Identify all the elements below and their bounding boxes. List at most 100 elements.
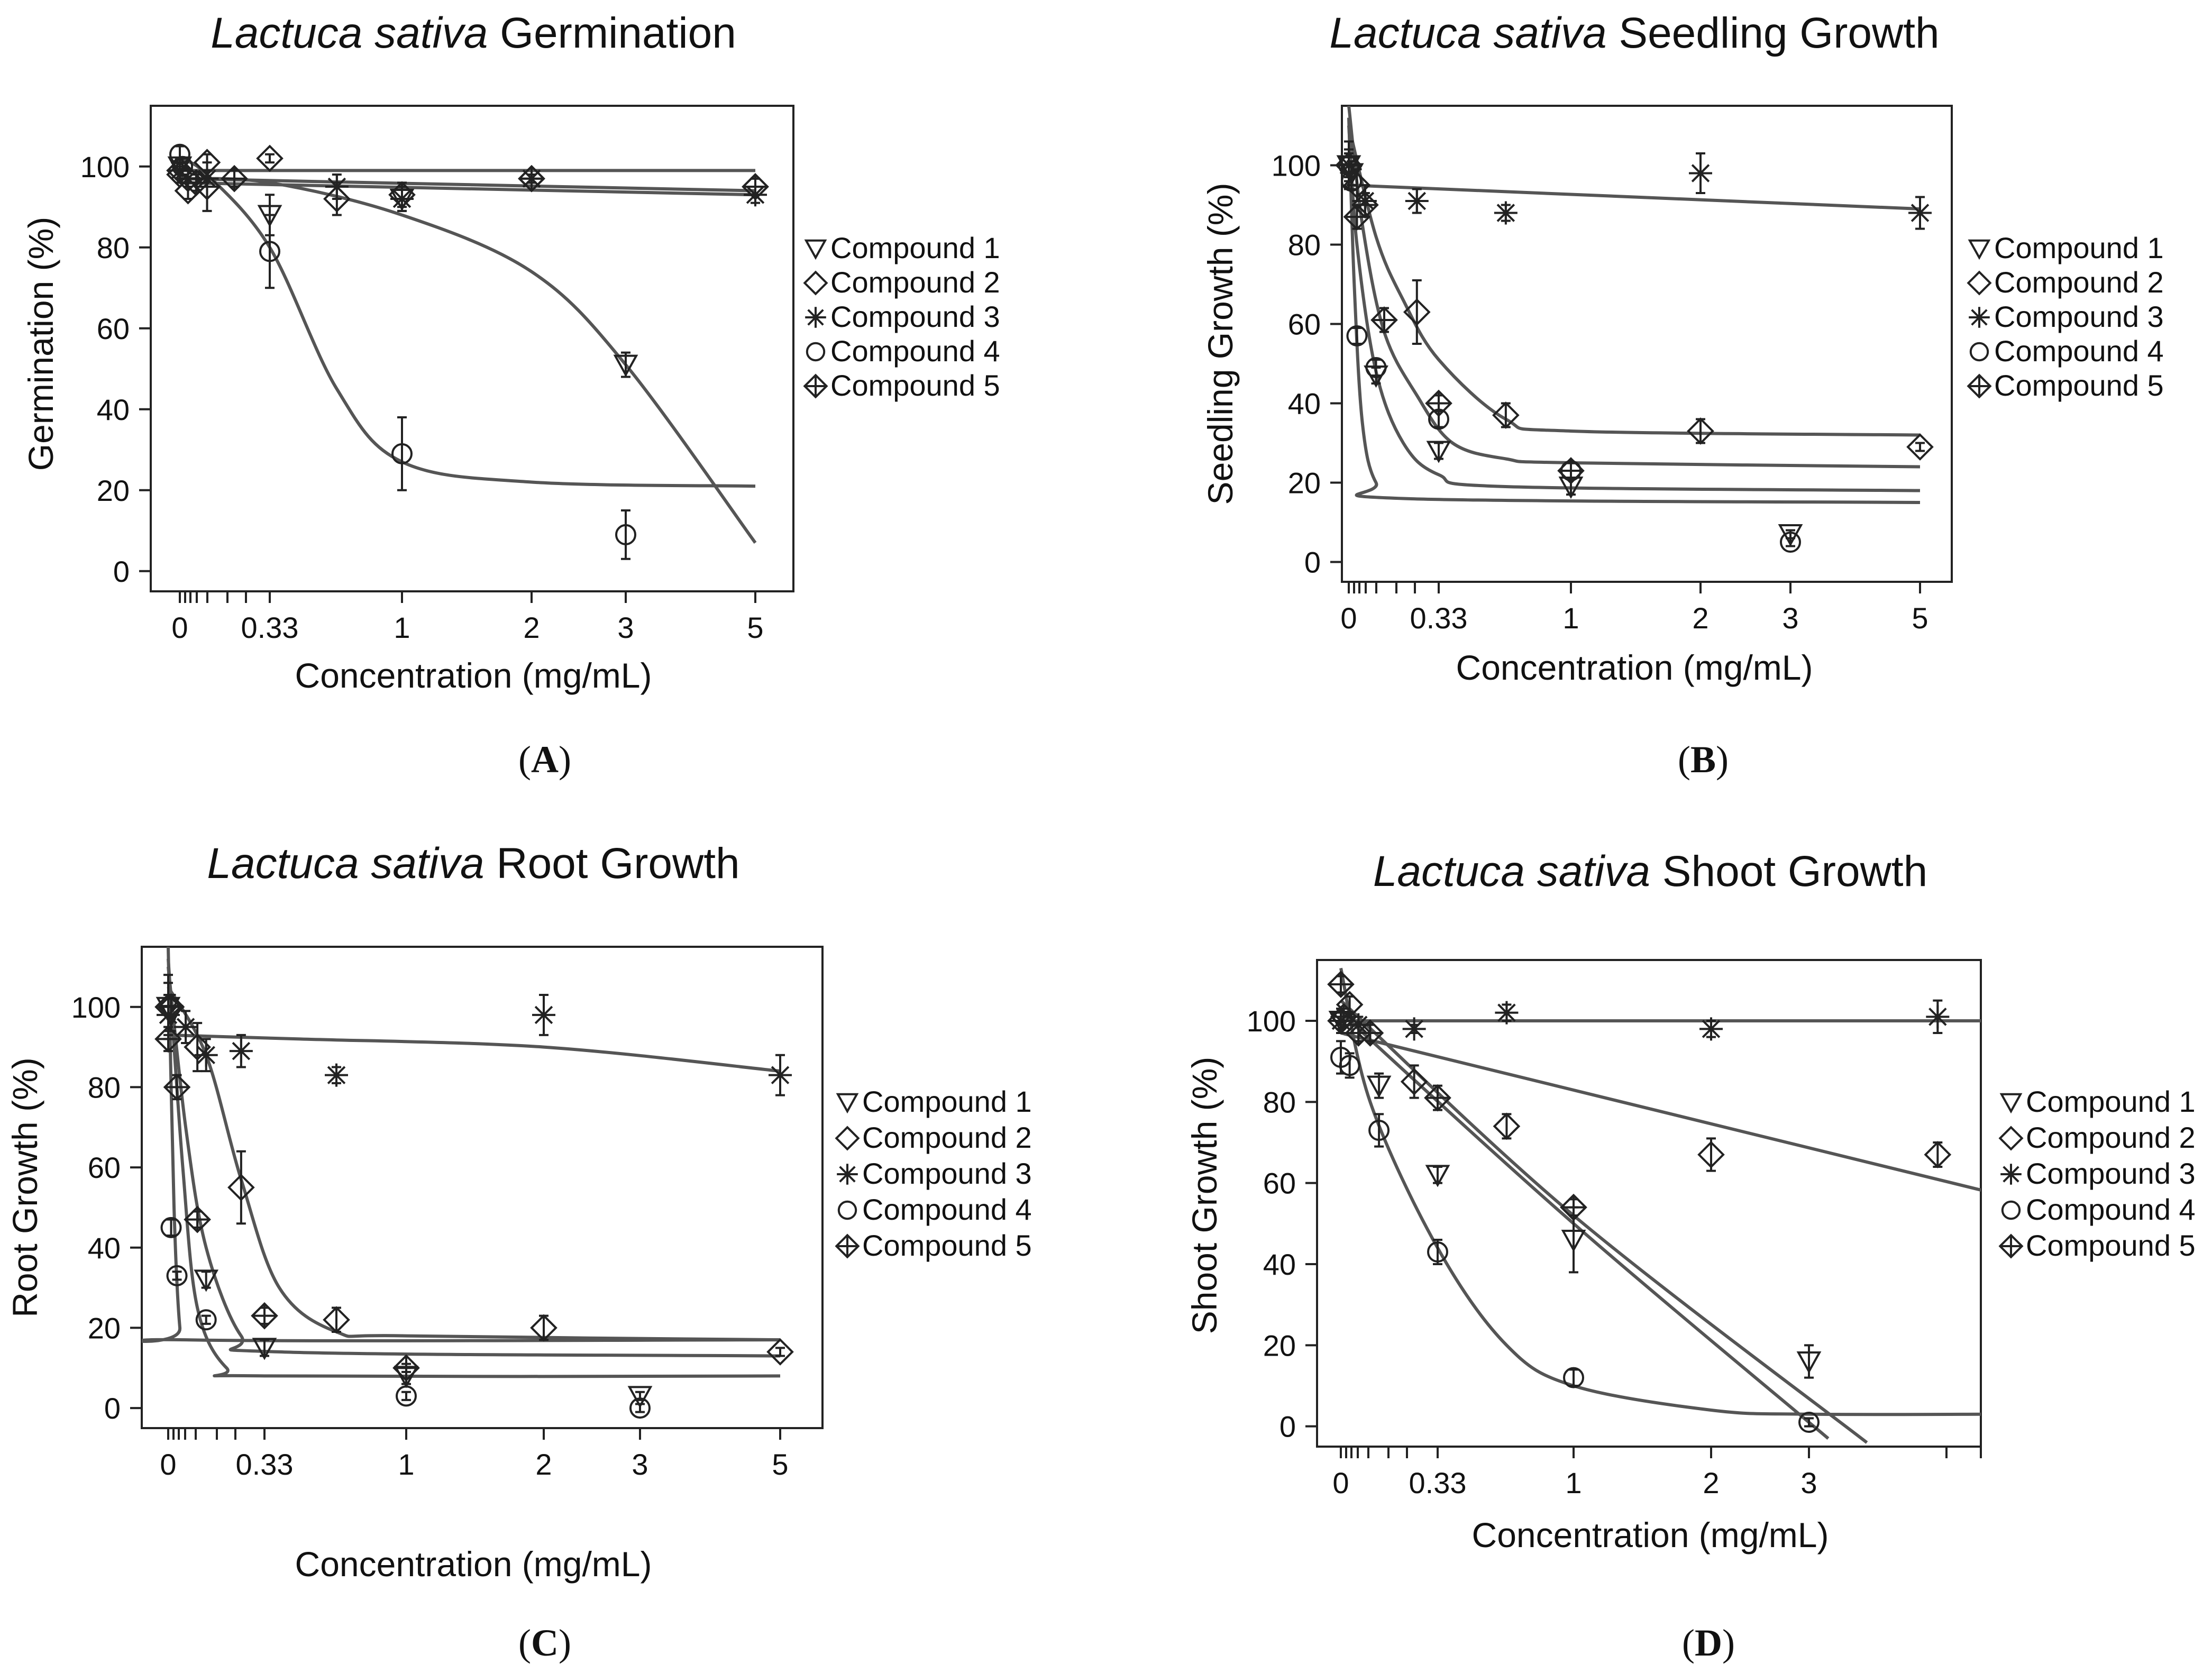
x-tick-label: 1 [1565,1466,1582,1500]
data-point [259,241,280,262]
y-tick-label: 60 [97,312,130,345]
x-tick-label: 1 [398,1448,414,1481]
data-point [1492,401,1520,429]
y-axis-label: Seedling Growth (%) [1201,183,1240,505]
series-compound-1 [1328,1008,1822,1379]
y-tick-label: 100 [71,991,121,1024]
fit-curve-compound-2 [167,986,781,1342]
data-point [390,187,414,211]
x-tick-label: 0.33 [1409,1466,1467,1500]
data-point [325,1063,348,1087]
y-tick-label: 100 [1247,1004,1296,1038]
y-tick-label: 80 [88,1071,121,1104]
paren-open: ( [518,738,531,781]
legend-label: Compound 1 [1994,231,2164,264]
legend-label: Compound 3 [862,1157,1032,1190]
legend-label: Compound 3 [830,300,1000,333]
fit-curve-compound-3 [179,181,756,197]
legend-marker [1999,1093,2023,1114]
legend-label: Compound 4 [862,1193,1032,1226]
paren-close: ) [1722,1622,1735,1664]
data-point [1424,1084,1451,1112]
x-tick-label: 0 [1340,601,1357,635]
x-tick-label: 5 [772,1448,788,1481]
series-compound-1 [156,982,653,1409]
data-point [1426,441,1451,463]
title-rest: Germination [488,9,736,57]
fit-curve-compound-2 [179,177,756,193]
y-axis-label: Germination (%) [21,217,60,471]
legend-label: Compound 5 [1994,369,2164,402]
fit-curve-compound-1 [179,177,757,544]
data-point [629,1397,651,1419]
data-point [627,1386,653,1409]
data-point [1339,1055,1360,1076]
data-point [532,1003,555,1027]
fit-curve-compound-4 [179,157,756,488]
panel-letter-char: D [1695,1622,1722,1664]
fit-curve-compound-5 [1347,106,1921,469]
data-point [1689,161,1712,185]
data-point [195,1309,217,1331]
plot-frame [150,105,794,592]
legend-marker [803,373,828,399]
y-tick-label: 100 [1272,149,1321,182]
data-point [1563,1367,1584,1388]
fit-curve-compound-3 [168,1033,781,1073]
y-tick-label: 0 [1304,546,1321,579]
x-axis-label: Concentration (mg/mL) [1456,648,1813,687]
data-point [766,1338,794,1366]
paren-open: ( [518,1622,531,1664]
legend-label: Compound 5 [2026,1229,2196,1262]
data-point [518,164,545,193]
data-point [160,1217,182,1238]
curves [1347,106,1921,504]
paren-close: ) [1716,738,1729,781]
legend-marker [1967,270,1992,296]
data-point [1351,191,1379,219]
paren-close: ) [559,1622,571,1664]
x-tick-label: 2 [1703,1466,1719,1500]
fit-curve-compound-1 [167,958,781,1378]
fit-curve-compound-4 [142,947,781,1343]
legend-label: Compound 2 [830,266,1000,299]
x-tick-label: 1 [1562,601,1579,635]
x-tick-label: 5 [1912,601,1928,635]
paren-open: ( [1678,738,1690,781]
x-axis-label: Concentration (mg/mL) [295,1544,652,1584]
x-tick-label: 3 [1782,601,1798,635]
data-point [1924,1141,1952,1168]
data-point [1796,1351,1822,1374]
data-point [1561,1230,1586,1252]
data-point [251,1302,278,1330]
paren-close: ) [559,738,571,781]
paren-open: ( [1682,1622,1695,1664]
x-axis-label: Concentration (mg/mL) [295,656,652,695]
y-tick-label: 60 [1263,1167,1296,1200]
curves [142,947,781,1378]
data-point [1330,1003,1358,1031]
data-point [1908,201,1932,225]
fit-curve-compound-1 [1347,125,1921,492]
data-point [1560,1193,1587,1221]
series-compound-5 [166,157,769,212]
y-tick-label: 80 [1263,1085,1296,1119]
title-species: Lactuca sativa [1373,847,1650,895]
plot-frame [1316,959,1982,1448]
panel-letter: (A) [518,738,571,781]
legend-marker [803,270,828,296]
x-tick-label: 2 [523,611,540,644]
data-point [323,1306,350,1334]
legend-marker [806,342,826,362]
data-point [174,1015,198,1039]
legend-marker [837,1200,857,1220]
data-point [1329,1009,1352,1032]
legend-marker [2001,1200,2021,1220]
data-point [1697,1141,1725,1168]
data-point [252,1338,277,1360]
data-point [769,1063,792,1087]
legend-marker [1967,373,1992,399]
data-point [1370,306,1398,334]
legend-label: Compound 5 [862,1229,1032,1262]
legend-label: Compound 1 [862,1085,1032,1118]
